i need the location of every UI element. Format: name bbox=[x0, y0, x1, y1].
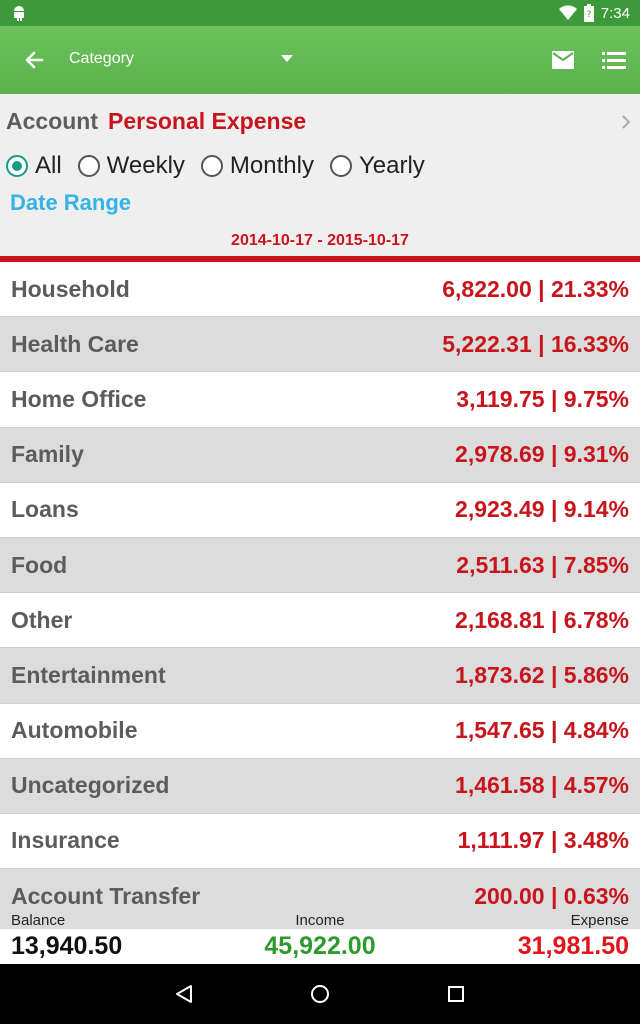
expense-value: 31,981.50 bbox=[517, 932, 629, 960]
income-value: 45,922.00 bbox=[264, 932, 376, 960]
category-amount: 2,511.63 | 7.85% bbox=[456, 551, 629, 578]
category-row[interactable]: Entertainment 1,873.62 | 5.86% bbox=[0, 648, 640, 704]
radio-label[interactable]: All bbox=[35, 152, 62, 179]
category-row[interactable]: Account Transfer 200.00 | 0.63% bbox=[0, 869, 640, 930]
income-label: Income bbox=[295, 912, 345, 929]
category-amount: 200.00 | 0.63% bbox=[474, 883, 629, 910]
svg-text:?: ? bbox=[586, 10, 591, 20]
period-radio-group: All Weekly Monthly Yearly bbox=[6, 152, 441, 180]
category-amount: 2,923.49 | 9.14% bbox=[455, 496, 629, 523]
category-amount: 1,547.65 | 4.84% bbox=[455, 717, 629, 744]
category-row[interactable]: Household 6,822.00 | 21.33% bbox=[0, 262, 640, 318]
status-bar: ? 7:34 bbox=[0, 0, 640, 26]
category-name: Food bbox=[11, 551, 68, 578]
radio-weekly[interactable]: Weekly bbox=[77, 152, 185, 180]
chevron-right-icon[interactable] bbox=[620, 114, 632, 130]
system-nav-bar bbox=[0, 964, 640, 1024]
radio-all[interactable]: All bbox=[6, 152, 62, 180]
app-bar: Category bbox=[0, 26, 640, 94]
category-amount: 3,119.75 | 9.75% bbox=[456, 385, 629, 412]
status-time: 7:34 bbox=[600, 4, 630, 22]
category-row[interactable]: Uncategorized 1,461.58 | 4.57% bbox=[0, 758, 640, 814]
divider bbox=[0, 256, 640, 262]
category-spinner-label[interactable]: Category bbox=[69, 50, 134, 67]
radio-circle-icon[interactable] bbox=[6, 155, 28, 177]
category-name: Account Transfer bbox=[11, 883, 201, 910]
category-row[interactable]: Loans 2,923.49 | 9.14% bbox=[0, 483, 640, 538]
radio-circle-icon[interactable] bbox=[329, 155, 352, 177]
filter-header: Account Personal Expense All Weekly Mont… bbox=[0, 94, 640, 256]
radio-monthly[interactable]: Monthly bbox=[200, 152, 314, 180]
category-amount: 6,822.00 | 21.33% bbox=[442, 275, 629, 302]
category-amount: 1,461.58 | 4.57% bbox=[455, 772, 629, 799]
category-name: Family bbox=[11, 441, 84, 468]
category-row[interactable]: Health Care 5,222.31 | 16.33% bbox=[0, 317, 640, 373]
radio-label[interactable]: Yearly bbox=[358, 152, 425, 179]
category-name: Insurance bbox=[11, 827, 120, 854]
category-row[interactable]: Insurance 1,111.97 | 3.48% bbox=[0, 814, 640, 870]
category-amount: 1,873.62 | 5.86% bbox=[455, 661, 629, 688]
dropdown-icon[interactable] bbox=[281, 55, 293, 63]
battery-icon: ? bbox=[583, 4, 594, 22]
date-range-text: 2014-10-17 - 2015-10-17 bbox=[231, 232, 409, 249]
category-name: Uncategorized bbox=[11, 772, 170, 799]
summary-footer: Balance 13,940.50 Income 45,922.00 Expen… bbox=[0, 910, 640, 964]
account-name[interactable]: Personal Expense bbox=[108, 108, 307, 134]
category-name: Household bbox=[11, 275, 130, 302]
nav-back-icon[interactable] bbox=[172, 982, 196, 1006]
category-amount: 2,978.69 | 9.31% bbox=[455, 441, 629, 468]
account-selector[interactable]: Account Personal Expense bbox=[6, 108, 306, 135]
mail-icon[interactable] bbox=[551, 50, 575, 70]
android-icon bbox=[14, 6, 24, 21]
category-amount: 2,168.81 | 6.78% bbox=[455, 606, 629, 633]
category-row[interactable]: Food 2,511.63 | 7.85% bbox=[0, 537, 640, 594]
category-name: Loans bbox=[11, 496, 79, 523]
date-range-button[interactable]: Date Range bbox=[10, 190, 132, 215]
balance-label: Balance bbox=[11, 912, 66, 929]
category-row[interactable]: Other 2,168.81 | 6.78% bbox=[0, 593, 640, 649]
radio-yearly[interactable]: Yearly bbox=[329, 152, 425, 180]
balance-value: 13,940.50 bbox=[11, 932, 123, 960]
list-icon[interactable] bbox=[602, 50, 626, 70]
category-name: Home Office bbox=[11, 385, 147, 412]
radio-label[interactable]: Weekly bbox=[106, 152, 185, 179]
category-list: Household 6,822.00 | 21.33% Health Care … bbox=[0, 262, 640, 930]
back-arrow-icon[interactable] bbox=[22, 48, 48, 72]
nav-home-icon[interactable] bbox=[308, 982, 332, 1006]
category-row[interactable]: Family 2,978.69 | 9.31% bbox=[0, 427, 640, 483]
account-label: Account bbox=[6, 108, 98, 134]
category-amount: 1,111.97 | 3.48% bbox=[457, 827, 629, 854]
wifi-icon bbox=[558, 5, 577, 21]
expense-label: Expense bbox=[570, 912, 629, 929]
nav-recents-icon[interactable] bbox=[444, 982, 468, 1006]
radio-label[interactable]: Monthly bbox=[229, 152, 314, 179]
category-row[interactable]: Automobile 1,547.65 | 4.84% bbox=[0, 704, 640, 759]
category-row[interactable]: Home Office 3,119.75 | 9.75% bbox=[0, 372, 640, 428]
radio-circle-icon[interactable] bbox=[200, 155, 223, 177]
category-name: Automobile bbox=[11, 717, 138, 744]
category-name: Health Care bbox=[11, 330, 139, 357]
category-name: Entertainment bbox=[11, 661, 166, 688]
radio-circle-icon[interactable] bbox=[77, 155, 100, 177]
category-name: Other bbox=[11, 606, 73, 633]
category-amount: 5,222.31 | 16.33% bbox=[442, 330, 629, 357]
